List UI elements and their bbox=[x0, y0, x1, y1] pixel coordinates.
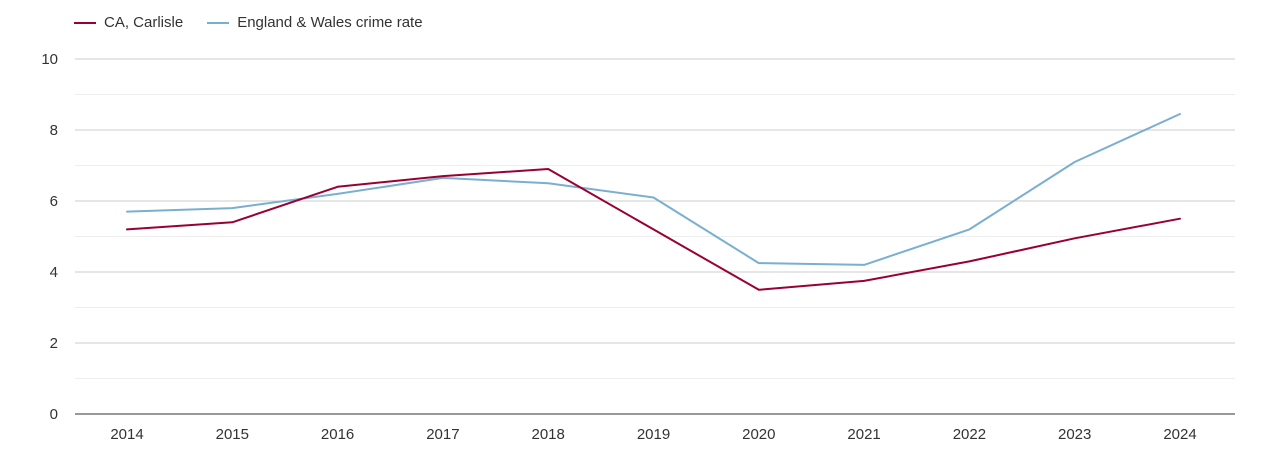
y-tick-label: 6 bbox=[50, 193, 58, 210]
legend-swatch-england-wales bbox=[207, 21, 230, 24]
y-tick-label: 4 bbox=[50, 264, 58, 281]
x-tick-label: 2022 bbox=[953, 426, 986, 443]
axes: 0 2 4 6 8 10 2014 2015 2016 2017 2018 2019 2020 2021 2… bbox=[41, 51, 1235, 443]
x-tick-label: 2014 bbox=[110, 426, 143, 443]
y-tick-label: 2 bbox=[50, 335, 58, 352]
legend: CA, Carlisle England & Wales crime rate bbox=[74, 14, 423, 31]
x-tick-label: 2018 bbox=[532, 426, 565, 443]
x-tick-label: 2021 bbox=[847, 426, 880, 443]
x-tick-label: 2024 bbox=[1163, 426, 1196, 443]
x-tick-label: 2020 bbox=[742, 426, 775, 443]
x-tick-label: 2017 bbox=[426, 426, 459, 443]
y-tick-label: 8 bbox=[50, 122, 58, 139]
legend-label-england-wales: England & Wales crime rate bbox=[237, 14, 423, 31]
x-tick-label: 2023 bbox=[1058, 426, 1091, 443]
legend-item-england-wales[interactable]: England & Wales crime rate bbox=[207, 14, 423, 31]
y-tick-label: 10 bbox=[41, 51, 58, 68]
legend-label-carlisle: CA, Carlisle bbox=[104, 14, 184, 31]
legend-swatch-carlisle bbox=[74, 21, 96, 24]
x-tick-label: 2015 bbox=[216, 426, 249, 443]
series-line-england-wales[interactable] bbox=[126, 113, 1181, 266]
series-lines bbox=[126, 113, 1181, 291]
x-tick-label: 2019 bbox=[637, 426, 670, 443]
legend-item-carlisle[interactable]: CA, Carlisle bbox=[74, 14, 183, 31]
gridlines bbox=[75, 58, 1235, 379]
x-tick-label: 2016 bbox=[321, 426, 354, 443]
y-tick-label: 0 bbox=[50, 406, 58, 423]
